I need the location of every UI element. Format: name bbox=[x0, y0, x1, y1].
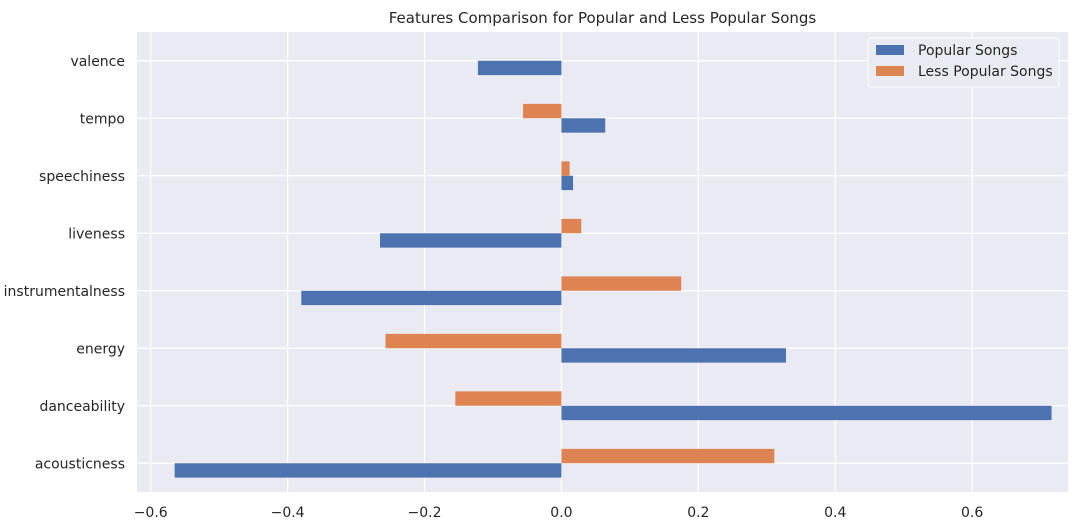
bar-popular-liveness bbox=[380, 233, 562, 248]
x-tick-label: 0.6 bbox=[961, 505, 983, 521]
y-tick-label: valence bbox=[70, 54, 125, 70]
y-tick-label: tempo bbox=[80, 111, 125, 127]
bar-popular-speechiness bbox=[561, 175, 574, 191]
x-tick-label: 0.2 bbox=[687, 505, 709, 521]
bar-less-popular-liveness bbox=[561, 218, 582, 234]
bar-popular-tempo bbox=[561, 118, 606, 133]
legend-box bbox=[867, 37, 1060, 88]
bar-less-popular-speechiness bbox=[561, 161, 570, 176]
legend-label: Popular Songs bbox=[918, 43, 1017, 59]
chart-title: Features Comparison for Popular and Less… bbox=[389, 9, 817, 27]
bar-popular-instrumentalness bbox=[301, 290, 562, 306]
legend-label: Less Popular Songs bbox=[918, 64, 1053, 80]
bar-less-popular-danceability bbox=[455, 391, 562, 406]
bar-popular-acousticness bbox=[174, 463, 562, 478]
x-tick-label: 0.4 bbox=[824, 505, 846, 521]
bar-less-popular-instrumentalness bbox=[561, 276, 682, 291]
x-tick-label: 0.0 bbox=[550, 505, 572, 521]
bar-popular-energy bbox=[561, 348, 786, 363]
y-tick-label: danceability bbox=[39, 399, 125, 415]
legend-swatch bbox=[876, 66, 904, 76]
bar-popular-danceability bbox=[561, 405, 1052, 421]
y-tick-label: liveness bbox=[68, 226, 125, 242]
x-tick-label: −0.2 bbox=[408, 505, 442, 521]
x-tick-label: −0.4 bbox=[271, 505, 305, 521]
y-tick-label: speechiness bbox=[39, 169, 125, 185]
y-axis: acousticness danceability energy instrument… bbox=[4, 54, 125, 473]
x-tick-label: −0.6 bbox=[134, 505, 168, 521]
bar-less-popular-tempo bbox=[523, 103, 562, 119]
x-axis: −0.6 −0.4 −0.2 0.0 0.2 0.4 0.6 bbox=[134, 505, 984, 521]
bar-less-popular-acousticness bbox=[561, 448, 775, 464]
bar-popular-valence bbox=[477, 60, 562, 76]
plot-area bbox=[137, 32, 1068, 492]
y-tick-label: instrumentalness bbox=[4, 284, 125, 300]
legend-swatch bbox=[876, 45, 904, 55]
y-tick-label: energy bbox=[76, 341, 125, 357]
bar-less-popular-energy bbox=[385, 333, 562, 349]
y-tick-label: acousticness bbox=[35, 456, 125, 472]
legend: Popular Songs Less Popular Songs bbox=[867, 37, 1060, 88]
bars bbox=[174, 60, 1052, 478]
